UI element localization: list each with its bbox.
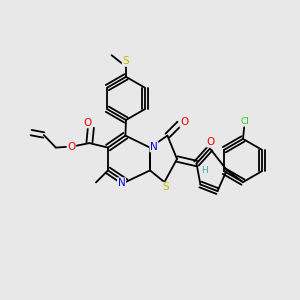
Text: O: O bbox=[67, 142, 76, 152]
Text: S: S bbox=[163, 182, 169, 193]
Text: H: H bbox=[201, 166, 207, 175]
Text: O: O bbox=[180, 117, 188, 127]
Text: N: N bbox=[118, 178, 125, 188]
Text: O: O bbox=[207, 137, 215, 147]
Text: O: O bbox=[84, 118, 92, 128]
Text: N: N bbox=[150, 142, 158, 152]
Text: Cl: Cl bbox=[241, 117, 250, 126]
Text: S: S bbox=[122, 56, 129, 66]
